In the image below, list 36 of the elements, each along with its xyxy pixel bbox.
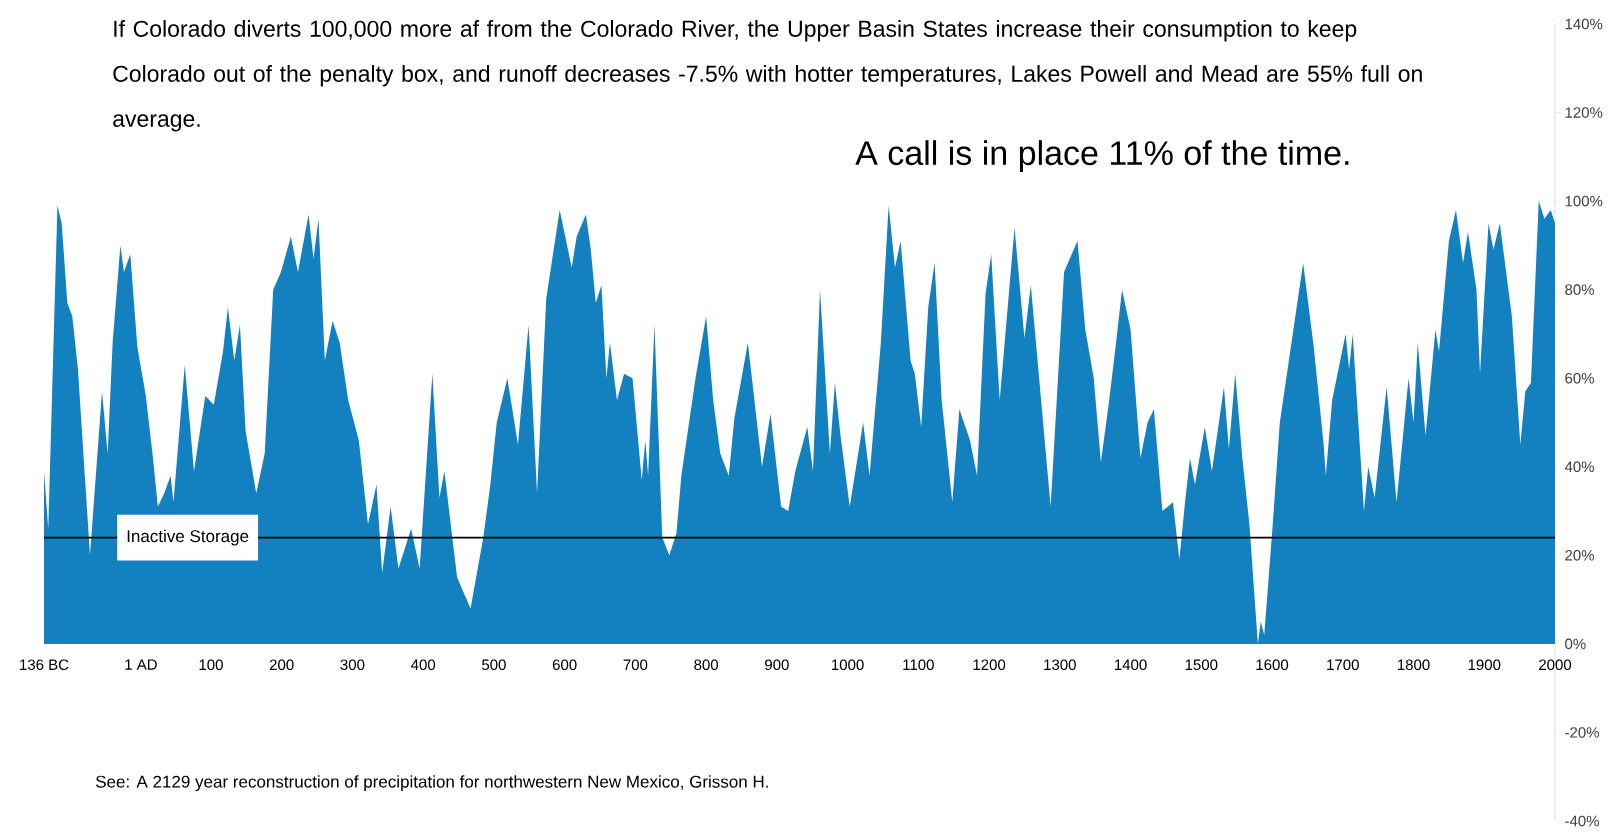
y-tick-label: -20% <box>1565 727 1599 738</box>
x-tick-label: 500 <box>481 659 506 671</box>
x-tick-label: 1 AD <box>125 659 157 670</box>
y-tick-label: 20% <box>1565 550 1594 561</box>
x-tick-label: 1200 <box>973 659 1006 671</box>
chart-title: If Colorado diverts 100,000 more af from the Colorado River, the Upper Basin States increase their consumption to keep Colorado out of the penalty box, and runoff decreases -7.5% with hotter temperatures, Lakes Powell and Mead are 55% full on average. <box>113 20 1422 132</box>
y-tick-label: 0% <box>1565 638 1586 650</box>
x-tick-label: 136 BC <box>20 659 69 671</box>
y-tick-label: -40% <box>1565 815 1599 827</box>
annotation: A call is in place 11% of the time. <box>855 140 1349 172</box>
x-tick-label: 1900 <box>1468 659 1501 671</box>
x-tick-label: 1400 <box>1115 659 1147 671</box>
x-tick-label: 600 <box>552 659 577 671</box>
x-tick-label: 200 <box>269 659 294 671</box>
x-tick-label: 1800 <box>1397 659 1430 671</box>
y-tick-label: 60% <box>1565 372 1594 384</box>
y-tick-label: 100% <box>1565 195 1603 207</box>
x-tick-label: 1500 <box>1185 659 1218 671</box>
y-tick-label: 80% <box>1565 284 1594 295</box>
x-tick-label: 800 <box>694 659 719 671</box>
x-tick-label: 1700 <box>1327 659 1359 671</box>
x-tick-label: 2000 <box>1539 659 1572 671</box>
y-tick-label: 120% <box>1565 107 1603 118</box>
x-tick-label: 1100 <box>903 659 934 671</box>
x-tick-label: 1600 <box>1256 659 1289 671</box>
y-tick-label: 40% <box>1564 461 1594 473</box>
annotation: See: A 2129 year reconstruction of precipitation for northwestern New Mexico, Grisson H. <box>95 775 768 792</box>
x-tick-label: 700 <box>623 659 648 671</box>
x-tick-label: 100 <box>199 659 223 671</box>
ref-line-label: Inactive Storage <box>127 529 249 546</box>
x-tick-label: 1300 <box>1044 659 1076 671</box>
x-tick-label: 900 <box>765 659 789 671</box>
x-tick-label: 400 <box>410 659 436 671</box>
y-tick-label: 140% <box>1565 18 1603 30</box>
x-tick-label: 1000 <box>832 659 864 671</box>
x-tick-label: 300 <box>340 659 365 671</box>
